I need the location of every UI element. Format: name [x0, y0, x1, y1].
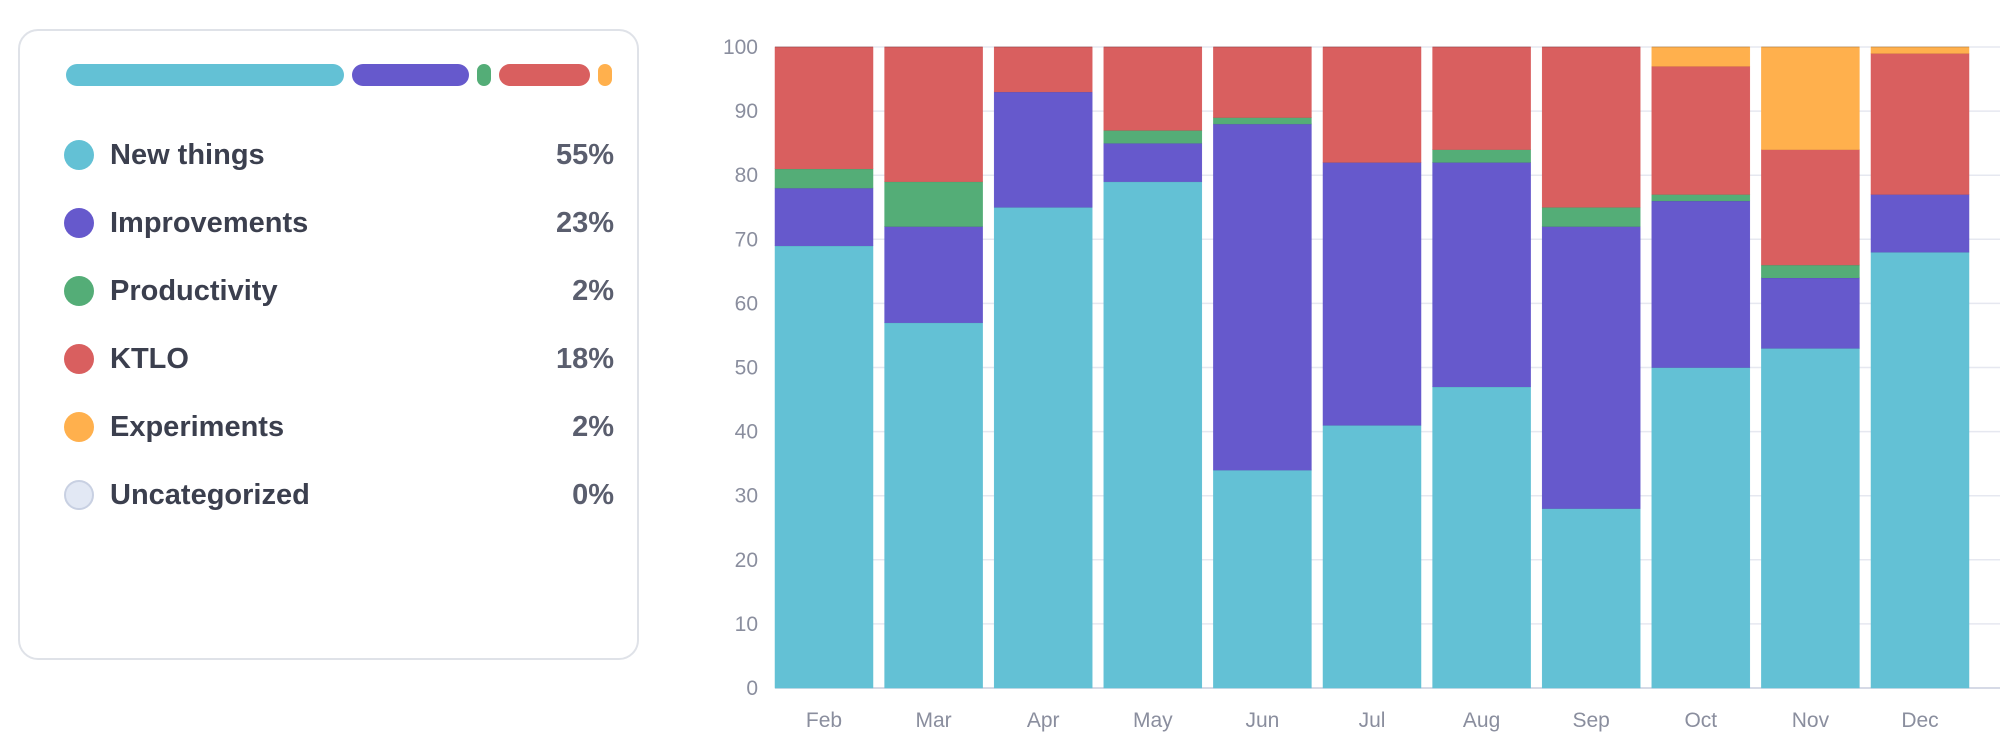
y-tick-label: 80 [735, 164, 758, 187]
x-tick-label: Apr [1027, 709, 1060, 732]
stacked-bar-chart: 0 10 20 30 40 50 60 70 80 90 100 Feb Mar Apr May Jun Jul… [723, 36, 2000, 732]
bar-segment-experiments [1651, 46, 1751, 67]
bar-segment-productivity [1213, 117, 1312, 125]
y-tick-label: 60 [735, 292, 758, 315]
y-tick-label: 20 [735, 549, 758, 572]
legend-percent: 2% [572, 410, 614, 443]
bar-segment-ktlo [1870, 53, 1970, 195]
bar-segment-new-things [993, 207, 1093, 689]
bar-segment-new-things [1103, 181, 1203, 689]
y-tick-label: 40 [735, 421, 758, 444]
legend-item-improvements: Improvements 23% [64, 189, 614, 257]
legend-dot-productivity [64, 276, 94, 306]
legend-dot-experiments [64, 412, 94, 442]
legend-item-ktlo: KTLO 18% [64, 325, 614, 393]
bar-segment-productivity [774, 168, 874, 189]
bar-segment-improvements [774, 187, 874, 246]
distribution-segment [498, 64, 590, 86]
legend-label: New things [110, 138, 265, 171]
y-tick-label: 90 [735, 100, 758, 123]
y-tick-label: 30 [735, 485, 758, 508]
legend-percent: 55% [555, 138, 614, 171]
bar-segment-improvements [1432, 162, 1531, 387]
x-tick-label: Feb [806, 709, 842, 732]
bar-segment-improvements [1213, 123, 1312, 471]
bar-segment-improvements [1761, 277, 1860, 349]
legend-item-experiments: Experiments 2% [64, 393, 614, 461]
bar-segment-ktlo [774, 46, 874, 170]
x-tick-label: May [1133, 709, 1173, 732]
bar-segment-improvements [993, 91, 1093, 208]
bar-segment-new-things [884, 322, 983, 689]
distribution-segment [66, 64, 345, 86]
bar-segment-productivity [1432, 149, 1531, 163]
y-tick-label: 10 [735, 613, 758, 636]
legend-percent: 18% [555, 342, 614, 375]
bar-segment-ktlo [1541, 46, 1641, 208]
bar-segment-improvements [1651, 200, 1751, 368]
bar-segment-new-things [1541, 508, 1641, 689]
bar-segment-new-things [1432, 386, 1531, 689]
x-tick-label: Nov [1792, 709, 1830, 732]
bar-segment-ktlo [993, 46, 1093, 93]
bar-segment-new-things [1322, 424, 1422, 689]
bar-segment-improvements [1322, 162, 1422, 426]
x-tick-label: Oct [1684, 709, 1717, 732]
x-tick-label: Dec [1901, 709, 1938, 732]
bar-segment-productivity [884, 181, 983, 227]
bar-segment-improvements [1103, 142, 1203, 182]
legend-item-uncategorized: Uncategorized 0% [64, 461, 614, 529]
distribution-segment [598, 64, 612, 86]
bar-segment-ktlo [1103, 46, 1203, 131]
legend-label: Experiments [110, 410, 285, 443]
bar-segment-ktlo [1432, 46, 1531, 150]
x-tick-label: Jun [1245, 709, 1279, 732]
bar-segment-productivity [1541, 207, 1641, 227]
x-tick-label: Sep [1573, 709, 1610, 732]
legend-dot-new-things [64, 140, 94, 170]
x-tick-label: Aug [1463, 709, 1500, 732]
legend-item-productivity: Productivity 2% [64, 257, 614, 325]
bar-segment-new-things [1870, 251, 1970, 689]
bar-segment-productivity [1103, 130, 1203, 144]
x-tick-label: Mar [916, 709, 952, 732]
legend-percent: 0% [572, 478, 614, 511]
y-tick-label: 50 [735, 357, 758, 380]
legend-dot-improvements [64, 208, 94, 238]
bar-segment-new-things [1651, 367, 1751, 689]
legend-percent: 23% [555, 206, 614, 239]
legend-label: Improvements [110, 206, 309, 239]
legend-card: New things 55% Improvements 23% Producti… [18, 29, 639, 660]
bar-segment-ktlo [1322, 46, 1422, 163]
bar-segment-ktlo [1651, 65, 1751, 195]
legend-percent: 2% [572, 274, 614, 307]
legend-label: Uncategorized [110, 478, 310, 511]
legend-dot-ktlo [64, 344, 94, 374]
bar-segment-ktlo [1761, 149, 1860, 266]
bar-segment-improvements [1541, 226, 1641, 509]
bar-segment-ktlo [1213, 46, 1312, 118]
bar-segment-new-things [1761, 348, 1860, 689]
legend-list: New things 55% Improvements 23% Producti… [64, 121, 614, 529]
bar-segment-new-things [1213, 469, 1312, 689]
x-tick-label: Jul [1359, 709, 1386, 732]
bar-segment-improvements [1870, 194, 1970, 253]
distribution-bar [66, 64, 612, 86]
legend-item-new-things: New things 55% [64, 121, 614, 189]
bar-segment-new-things [774, 245, 874, 689]
bar-segment-productivity [1651, 194, 1751, 202]
bar-segment-improvements [884, 226, 983, 323]
distribution-segment [352, 64, 469, 86]
legend-dot-uncategorized [64, 480, 94, 510]
legend-label: Productivity [110, 274, 278, 307]
y-tick-label: 100 [723, 36, 758, 59]
bar-segment-productivity [1761, 264, 1860, 279]
y-tick-label: 0 [746, 677, 758, 700]
bar-segment-experiments [1761, 46, 1860, 150]
bar-segment-experiments [1870, 46, 1970, 54]
bar-segment-ktlo [884, 46, 983, 182]
distribution-segment [476, 64, 491, 86]
y-tick-label: 70 [735, 228, 758, 251]
legend-label: KTLO [110, 342, 189, 375]
